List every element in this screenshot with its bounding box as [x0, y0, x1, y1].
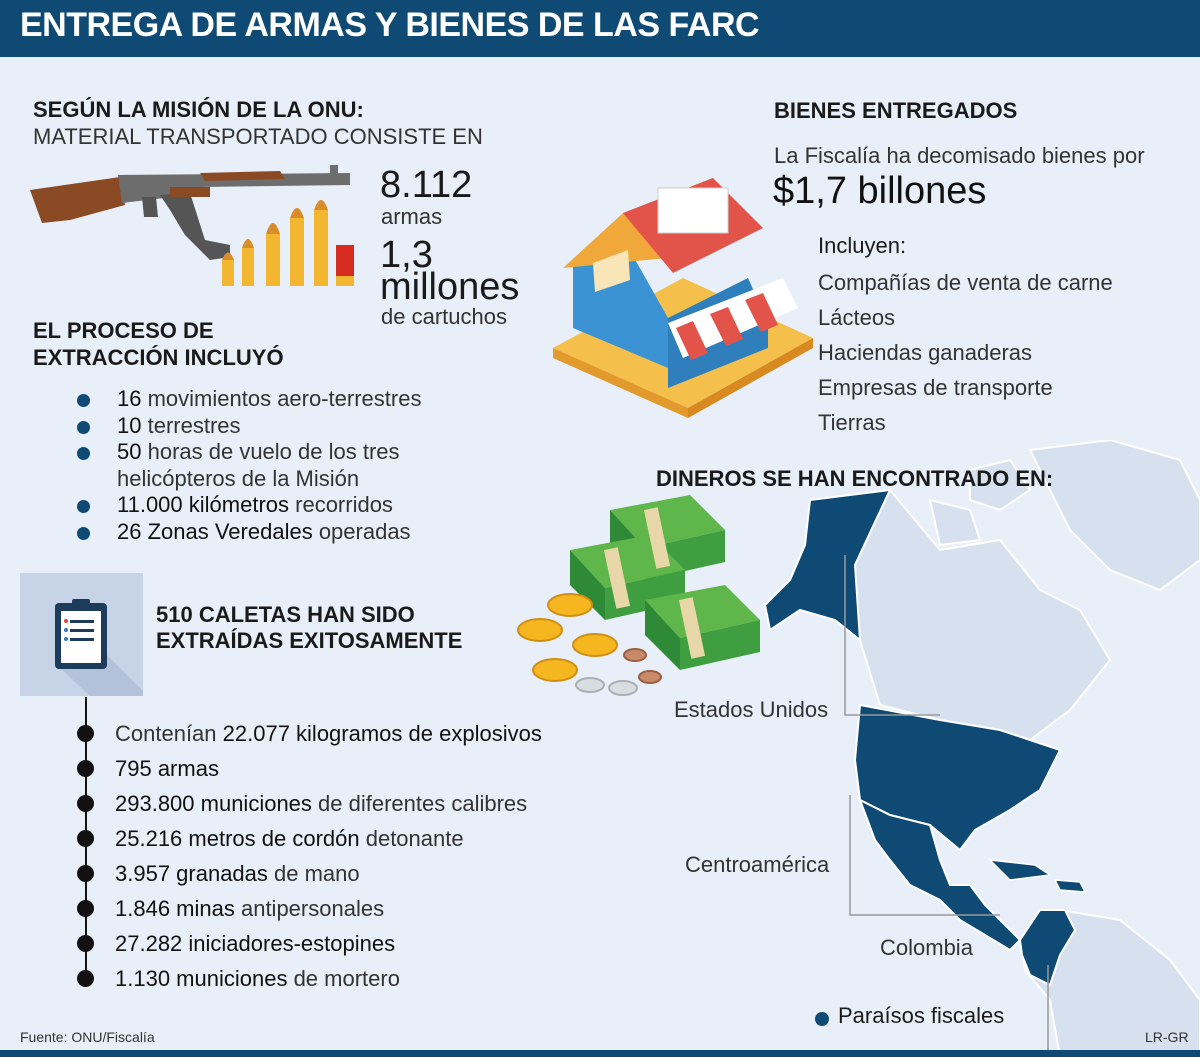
list-item: 795 armas: [77, 751, 542, 786]
list-item: 293.800 municiones de diferentes calibre…: [77, 786, 542, 821]
list-item: 26 Zonas Veredales operadas: [77, 519, 477, 546]
list-item: 50 horas de vuelo de los tres helicópter…: [77, 439, 437, 492]
list-item: Lácteos: [818, 305, 896, 330]
arms-value: 8.112: [380, 164, 473, 206]
proceso-list: 16 movimientos aero-terrestres 10 terres…: [77, 386, 477, 545]
caletas-list: Contenían 22.077 kilogramos de explosivo…: [77, 716, 542, 996]
clipboard-icon: [55, 599, 143, 696]
proceso-heading-1: EL PROCESO DE: [33, 318, 214, 343]
list-item: 27.282 iniciadores-estopines: [77, 926, 542, 961]
legend-swatch: [815, 1012, 829, 1026]
list-item: 3.957 granadas de mano: [77, 856, 542, 891]
dineros-heading: DINEROS SE HAN ENCONTRADO EN:: [656, 466, 1054, 491]
cartridges-millions: millones: [380, 266, 520, 308]
list-item: 11.000 kilómetros recorridos: [77, 492, 477, 519]
list-item: Empresas de transporte: [818, 375, 1053, 400]
house-shop-icon: [553, 178, 813, 418]
list-item: 25.216 metros de cordón detonante: [77, 821, 542, 856]
rifle-icon: [30, 165, 350, 260]
label-centroamerica: Centroamérica: [685, 852, 830, 877]
source-note: Fuente: ONU/Fiscalía: [20, 1029, 155, 1045]
cartridges-value: 1,3: [380, 234, 433, 276]
proceso-heading-2: EXTRACCIÓN INCLUYÓ: [33, 345, 284, 370]
list-item: Haciendas ganaderas: [818, 340, 1033, 365]
footer-bar: [0, 1050, 1200, 1057]
header-bar: [0, 0, 1200, 57]
money-stack-icon: [570, 495, 760, 670]
bienes-heading: BIENES ENTREGADOS: [774, 98, 1018, 123]
bienes-amount: $1,7 billones: [773, 170, 987, 212]
list-item: Compañías de venta de carne: [818, 270, 1113, 295]
list-item: Contenían 22.077 kilogramos de explosivo…: [77, 716, 542, 751]
list-item: 10 terrestres: [77, 413, 477, 440]
list-item: 16 movimientos aero-terrestres: [77, 386, 477, 413]
list-item: 1.846 minas antipersonales: [77, 891, 542, 926]
list-item: Tierras: [818, 410, 886, 435]
legend-label: Paraísos fiscales: [838, 1003, 1005, 1028]
label-usa: Estados Unidos: [674, 697, 829, 722]
cartridges-unit: de cartuchos: [381, 304, 507, 329]
list-item: 1.130 municiones de mortero: [77, 961, 542, 996]
page-title: ENTREGA DE ARMAS Y BIENES DE LAS FARC: [20, 6, 760, 44]
caletas-heading-2: EXTRAÍDAS EXITOSAMENTE: [156, 628, 463, 653]
includes-label: Incluyen:: [818, 233, 907, 258]
onu-heading: SEGÚN LA MISIÓN DE LA ONU:: [33, 97, 364, 122]
onu-subheading: MATERIAL TRANSPORTADO CONSISTE EN: [33, 124, 483, 149]
bienes-intro: La Fiscalía ha decomisado bienes por: [774, 143, 1145, 168]
label-colombia: Colombia: [880, 935, 973, 960]
caletas-heading-1: 510 CALETAS HAN SIDO: [156, 602, 415, 627]
americas-map-icon: [763, 440, 1200, 1057]
credit-note: LR-GR: [1145, 1029, 1189, 1045]
bullets-icon: [222, 200, 354, 286]
coins-icon: [517, 593, 662, 696]
bienes-list: Compañías de venta de carne Lácteos Haci…: [818, 265, 1113, 440]
arms-unit: armas: [381, 204, 443, 229]
